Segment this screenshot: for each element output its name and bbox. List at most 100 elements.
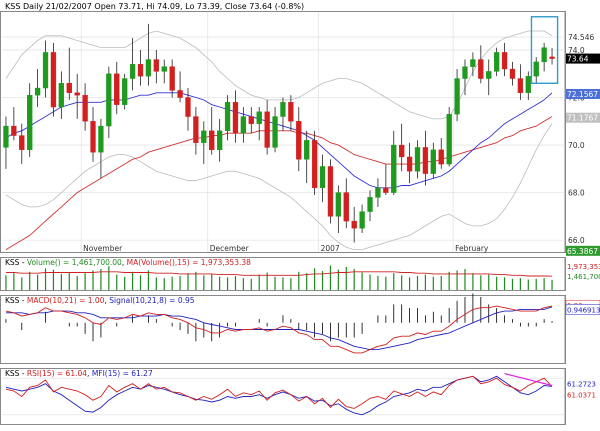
ma-fast-line bbox=[5, 92, 553, 189]
volume-axis-box bbox=[566, 262, 600, 271]
volume-axis-box bbox=[566, 272, 600, 281]
y-tick-label: 74.0 bbox=[568, 46, 585, 55]
candle-body bbox=[185, 97, 191, 117]
highlight-box bbox=[530, 16, 559, 84]
candle-body bbox=[304, 140, 310, 160]
candle-body bbox=[11, 125, 17, 136]
candle-body bbox=[327, 166, 334, 217]
candle-body bbox=[66, 83, 72, 93]
candle-body bbox=[90, 121, 96, 153]
volume-axis-label: 1,461,700 bbox=[567, 273, 600, 281]
rsi-axis-label: 61.2723 bbox=[567, 381, 596, 389]
candle-body bbox=[343, 192, 349, 222]
candle-body bbox=[541, 47, 547, 63]
candle-body bbox=[248, 116, 254, 124]
candle-body bbox=[209, 130, 215, 151]
candle-body bbox=[509, 68, 516, 79]
candle-body bbox=[406, 156, 413, 172]
candle-body bbox=[201, 130, 207, 143]
candle-body bbox=[98, 125, 104, 153]
y-tick-label: 66.0 bbox=[568, 236, 585, 245]
candle-body bbox=[525, 75, 531, 93]
x-tick-label: December bbox=[210, 244, 250, 253]
signal-line bbox=[6, 306, 553, 351]
value-label: 65.3867 bbox=[567, 247, 598, 256]
candle-body bbox=[58, 83, 65, 108]
rsi-axis-box bbox=[566, 389, 600, 400]
candle-body bbox=[430, 149, 436, 174]
y-tick-label: 68.0 bbox=[568, 189, 585, 198]
candle-body bbox=[42, 52, 49, 89]
candle-body bbox=[74, 92, 80, 96]
candle-body bbox=[122, 78, 128, 105]
candle-body bbox=[335, 192, 342, 217]
volume-label: KSS - Volume() = 1,461,700.00, MA(Volume… bbox=[5, 258, 251, 267]
ma-slow-line bbox=[5, 116, 553, 250]
candle-body bbox=[478, 59, 484, 79]
candle-body bbox=[367, 197, 373, 212]
candle-body bbox=[391, 144, 397, 193]
x-tick-label: November bbox=[83, 244, 123, 253]
candle-body bbox=[19, 135, 25, 151]
candle-body bbox=[240, 116, 247, 134]
rsi-axis-box bbox=[566, 378, 600, 389]
candle-body bbox=[517, 78, 524, 93]
candle-body bbox=[272, 116, 278, 148]
y-tick-label: 70.0 bbox=[568, 141, 585, 150]
candle-body bbox=[311, 140, 318, 189]
candle-body bbox=[216, 130, 223, 151]
macd-line bbox=[5, 305, 553, 354]
candle-body bbox=[501, 52, 508, 70]
candle-body bbox=[114, 73, 120, 105]
volume-ma-line bbox=[6, 271, 553, 277]
candle-body bbox=[3, 125, 9, 148]
candle-body bbox=[446, 113, 452, 165]
bollinger-upper bbox=[5, 30, 553, 120]
value-label-box bbox=[566, 245, 600, 256]
candle-body bbox=[422, 147, 429, 174]
candle-body bbox=[129, 64, 136, 79]
candle-body bbox=[454, 78, 460, 115]
macd-label: KSS - MACD(10,21) = 1.00, Signal(10,21,8… bbox=[5, 296, 195, 305]
candle-body bbox=[224, 102, 231, 132]
rsi-line bbox=[5, 375, 553, 409]
candle-body bbox=[137, 64, 144, 77]
rsi-label: KSS - RSI(15) = 61.04, MFI(15) = 61.27 bbox=[5, 369, 153, 378]
candle-body bbox=[438, 149, 444, 165]
y-tick-label: 74.546 bbox=[568, 33, 594, 42]
candle-body bbox=[359, 211, 365, 229]
candle-body bbox=[296, 121, 302, 160]
value-label-box bbox=[566, 53, 600, 64]
candle-body bbox=[533, 61, 539, 77]
candle-body bbox=[232, 102, 239, 134]
candle-body bbox=[153, 59, 159, 72]
value-label: 72.1567 bbox=[567, 90, 598, 99]
macd-axis-label: 0.946913 bbox=[567, 306, 600, 314]
candle-body bbox=[193, 116, 199, 143]
candle-body bbox=[264, 111, 270, 148]
candle-body bbox=[288, 102, 294, 122]
volume-panel: KSS - Volume() = 1,461,700.00, MA(Volume… bbox=[5, 258, 600, 290]
value-label: 73.64 bbox=[567, 55, 589, 64]
candle-body bbox=[145, 59, 152, 77]
value-label-box bbox=[566, 88, 600, 99]
x-tick-label: February bbox=[455, 244, 489, 253]
candle-body bbox=[161, 66, 167, 72]
price-panel: 74.54674.072.070.068.066.0NovemberDecemb… bbox=[2, 12, 600, 256]
price-header: KSS Daily 21/02/2007 Open 73.71, Hi 74.0… bbox=[5, 2, 304, 11]
value-label: 71.1767 bbox=[567, 114, 598, 123]
panel-frame bbox=[0, 368, 566, 425]
candle-body bbox=[470, 59, 476, 67]
candle-body bbox=[177, 90, 183, 98]
candle-body bbox=[319, 166, 326, 189]
candle-body bbox=[351, 220, 357, 229]
macd-axis-box bbox=[565, 304, 600, 315]
trendline bbox=[504, 373, 553, 387]
candle-body bbox=[462, 66, 468, 79]
candle-body bbox=[256, 111, 262, 124]
candle-body bbox=[50, 52, 57, 108]
candle-body bbox=[106, 73, 112, 127]
macd-panel: KSS - MACD(10,21) = 1.00, Signal(10,21,8… bbox=[5, 293, 600, 354]
value-label-box bbox=[566, 112, 600, 123]
